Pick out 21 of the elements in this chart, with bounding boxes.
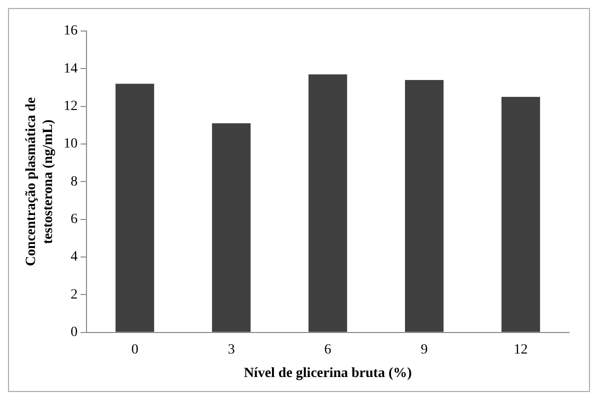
y-tick-label: 6 [70, 212, 78, 228]
x-tick-label: 9 [420, 342, 428, 358]
y-tick-label: 12 [64, 99, 78, 114]
y-tick-label: 14 [64, 61, 78, 76]
y-tick-label: 8 [70, 174, 78, 190]
y-tick-label: 10 [64, 136, 78, 152]
bar [308, 74, 348, 332]
x-tick-label: 12 [514, 342, 528, 358]
x-tick-label: 3 [228, 342, 235, 358]
bar [116, 84, 154, 332]
bar [404, 80, 444, 332]
y-tick-label: 16 [64, 24, 78, 39]
x-tick-label: 6 [324, 342, 332, 358]
y-tick-label: 2 [70, 287, 78, 302]
bar [501, 96, 540, 332]
x-axis-title: Nível de glicerina bruta (%) [244, 366, 412, 382]
x-tick-label: 0 [131, 342, 138, 358]
y-tick-label: 4 [70, 250, 78, 265]
y-axis-title: Concentração plasmática de testosterona (ng/mL) [24, 97, 56, 266]
y-tick-label: 0 [70, 325, 78, 340]
bar [212, 123, 251, 332]
